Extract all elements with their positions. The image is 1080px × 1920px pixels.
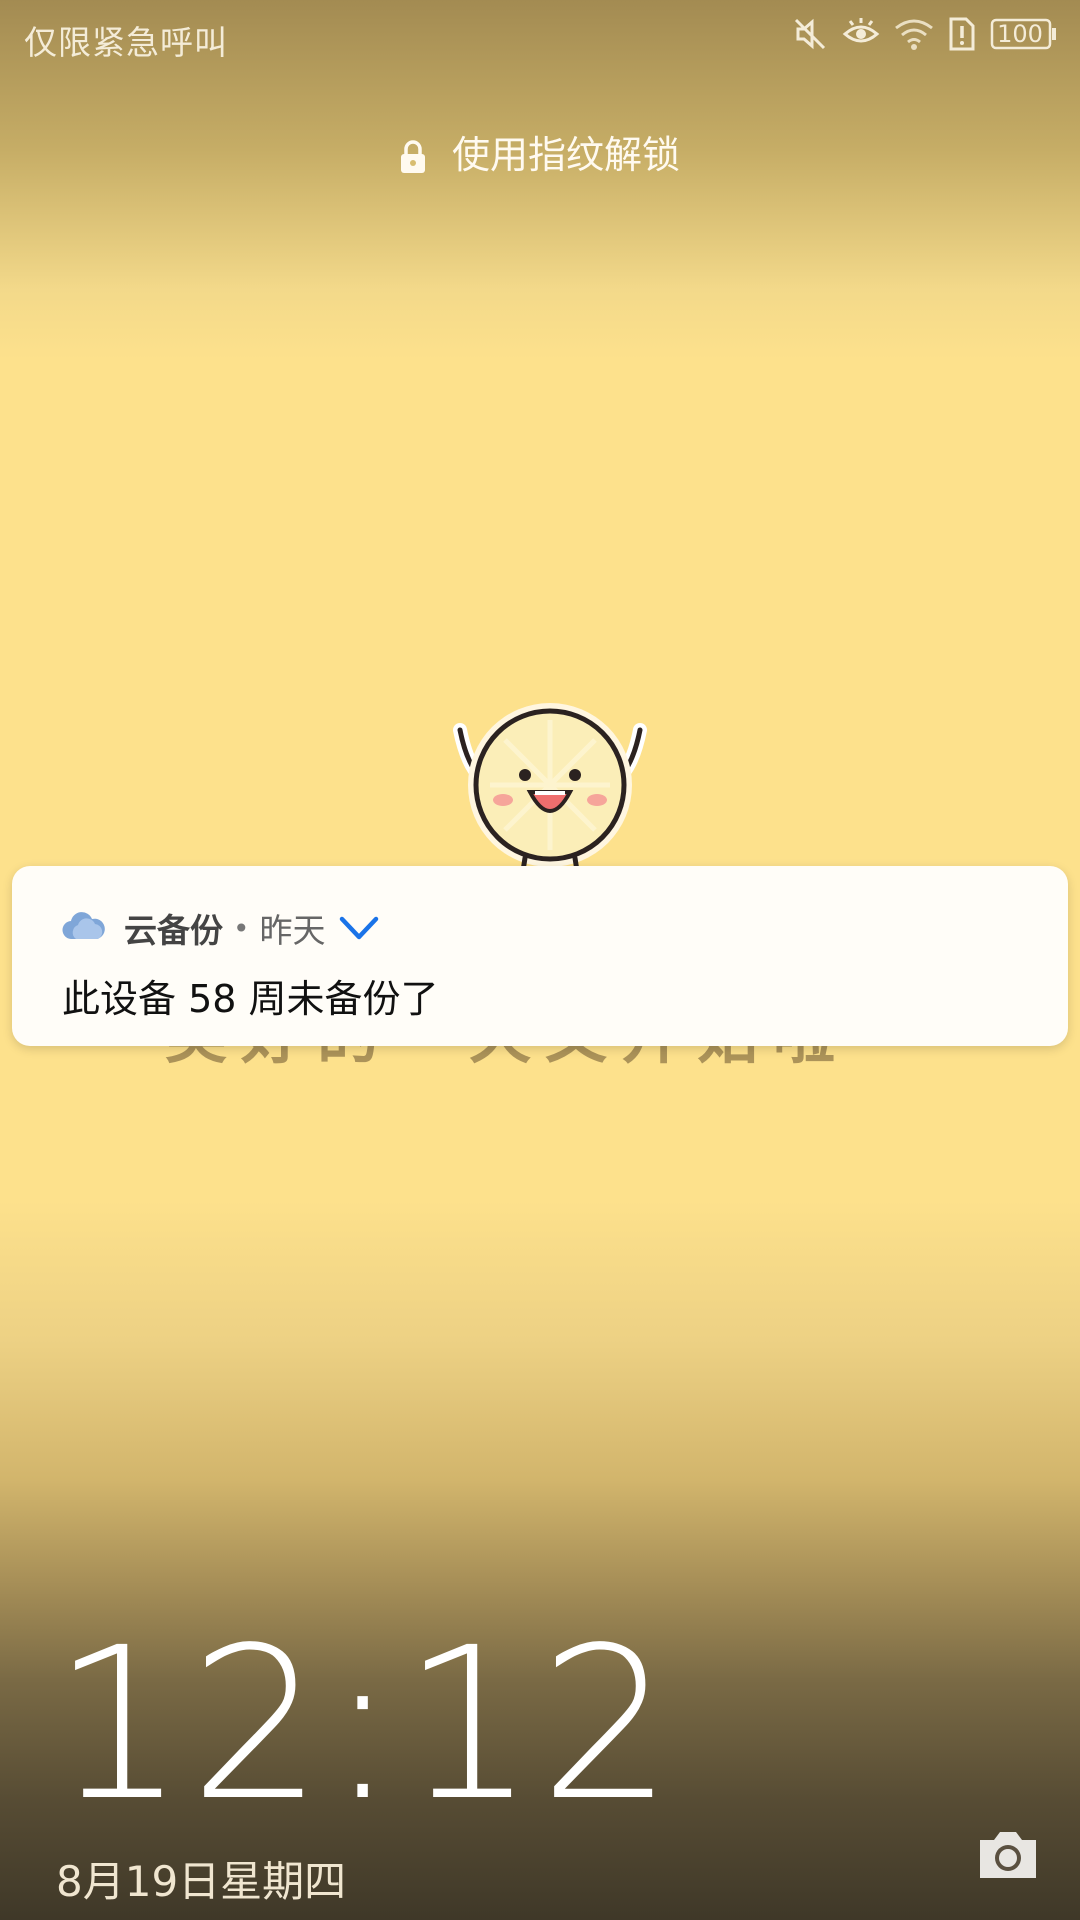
camera-icon[interactable] [976,1828,1040,1882]
notification-time: 昨天 [259,911,326,950]
lockscreen-date: 8月19日星期四 [56,1857,347,1906]
notification-message: 此设备 58 周未备份了 [62,977,439,1021]
status-icons: 100 [792,16,1058,52]
notification-separator: • [233,911,250,945]
unlock-hint-text: 使用指纹解锁 [452,133,681,177]
wallpaper-mascot [453,703,647,893]
battery-level: 100 [997,20,1043,48]
chevron-down-icon[interactable] [338,913,380,943]
status-bar: 仅限紧急呼叫 100 [0,0,1080,76]
cloud-icon [62,911,106,945]
unlock-hint: 使用指纹解锁 [0,124,1080,183]
sim-alert-icon [948,16,976,52]
wifi-icon [894,16,934,52]
notification-app-name: 云备份 [124,911,223,950]
emergency-call-label: 仅限紧急呼叫 [24,23,228,62]
eye-comfort-icon [842,16,880,52]
battery-icon: 100 [990,17,1058,51]
lock-icon [400,139,426,183]
lockscreen-clock: 12:12 [52,1602,678,1847]
notification-card[interactable]: 云备份 • 昨天 此设备 58 周未备份了 [12,866,1068,1046]
notification-header: 云备份 • 昨天 [62,906,380,950]
mute-icon [792,16,828,52]
